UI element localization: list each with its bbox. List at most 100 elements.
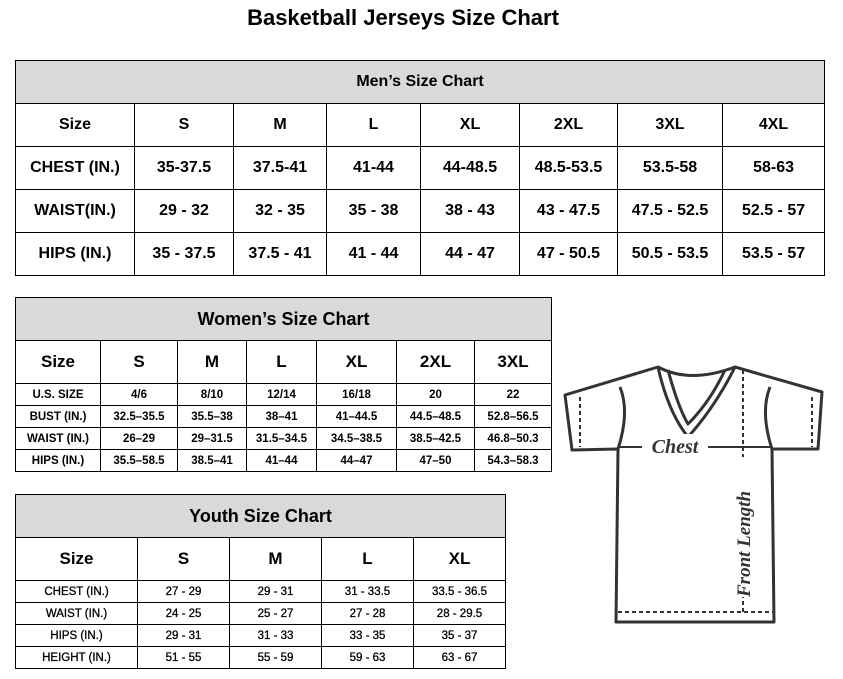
table-cell: 58-63 xyxy=(721,146,826,190)
table-cell: 25 - 27 xyxy=(229,602,322,625)
table-row: BUST (IN.) 32.5–35.5 35.5–38 38–41 41–44.5 44… xyxy=(15,405,553,428)
table-cell: 54.3–58.3 xyxy=(473,449,553,472)
table-row: HIPS (IN.) 29 - 31 31 - 33 33 - 35 35 - 37 xyxy=(15,624,507,647)
table-cell: 41 - 44 xyxy=(326,232,421,276)
row-label: U.S. SIZE xyxy=(15,383,101,406)
table-cell: 27 - 29 xyxy=(137,580,230,603)
table-cell: L xyxy=(326,103,421,147)
row-label: WAIST (IN.) xyxy=(15,427,101,450)
table-row: WAIST(IN.) 29 - 32 32 - 35 35 - 38 38 - 43 43… xyxy=(15,189,826,233)
table-cell: 48.5-53.5 xyxy=(519,146,618,190)
table-cell: 35 - 37 xyxy=(412,624,507,647)
row-label: HIPS (IN.) xyxy=(15,624,138,647)
table-cell: 29–31.5 xyxy=(177,427,247,450)
table-cell: L xyxy=(321,537,414,581)
table-cell: S xyxy=(137,537,230,581)
youth-table-title: Youth Size Chart xyxy=(14,494,507,538)
table-cell: XL xyxy=(412,537,507,581)
table-cell: 4/6 xyxy=(100,383,178,406)
table-row: U.S. SIZE 4/6 8/10 12/14 16/18 20 22 xyxy=(15,383,553,406)
table-cell: M xyxy=(177,340,247,384)
table-cell: 41-44 xyxy=(326,146,421,190)
table-cell: M xyxy=(229,537,322,581)
row-label: Size xyxy=(15,103,135,147)
table-cell: 24 - 25 xyxy=(137,602,230,625)
table-cell: 44 - 47 xyxy=(420,232,520,276)
table-cell: XL xyxy=(420,103,520,147)
chest-label: Chest xyxy=(652,436,700,458)
header-row: Size S M L XL xyxy=(15,537,507,581)
header-row: Size S M L XL 2XL 3XL xyxy=(15,340,553,384)
table-cell: 35-37.5 xyxy=(134,146,234,190)
row-label: CHEST (IN.) xyxy=(15,146,135,190)
table-cell: 41–44 xyxy=(246,449,317,472)
table-cell: 4XL xyxy=(721,103,826,147)
shirt-outline xyxy=(563,365,824,624)
table-cell: 35.5–38 xyxy=(177,405,247,428)
table-cell: 59 - 63 xyxy=(321,646,414,669)
table-row: WAIST (IN.) 26–29 29–31.5 31.5–34.5 34.5–38.… xyxy=(15,427,553,450)
table-cell: 27 - 28 xyxy=(321,602,414,625)
table-cell: 37.5-41 xyxy=(233,146,327,190)
table-cell: S xyxy=(134,103,234,147)
table-cell: XL xyxy=(316,340,397,384)
table-row: CHEST (IN.) 27 - 29 29 - 31 31 - 33.5 33.5 -… xyxy=(15,580,507,603)
table-cell: 44.5–48.5 xyxy=(396,405,475,428)
table-cell: 52.8–56.5 xyxy=(473,405,553,428)
table-cell: 41–44.5 xyxy=(316,405,397,428)
table-cell: 47 - 50.5 xyxy=(519,232,618,276)
row-label: Size xyxy=(15,537,138,581)
table-cell: 34.5–38.5 xyxy=(316,427,397,450)
jersey-diagram: Chest Front Length xyxy=(563,365,824,624)
table-row: HEIGHT (IN.) 51 - 55 55 - 59 59 - 63 63 - 67 xyxy=(15,646,507,669)
table-cell: 31 - 33 xyxy=(229,624,322,647)
table-cell: 2XL xyxy=(396,340,475,384)
row-label: CHEST (IN.) xyxy=(15,580,138,603)
row-label: HEIGHT (IN.) xyxy=(15,646,138,669)
table-cell: 29 - 31 xyxy=(137,624,230,647)
table-cell: M xyxy=(233,103,327,147)
row-label: HIPS (IN.) xyxy=(15,232,135,276)
table-cell: 28 - 29.5 xyxy=(412,602,507,625)
table-row: CHEST (IN.) 35-37.5 37.5-41 41-44 44-48.5 48.… xyxy=(15,146,826,190)
table-cell: 20 xyxy=(396,383,475,406)
table-cell: 33.5 - 36.5 xyxy=(412,580,507,603)
table-cell: 51 - 55 xyxy=(137,646,230,669)
row-label: WAIST(IN.) xyxy=(15,189,135,233)
table-cell: 38.5–42.5 xyxy=(396,427,475,450)
table-cell: 29 - 31 xyxy=(229,580,322,603)
front-length-label: Front Length xyxy=(734,491,755,598)
table-cell: 47.5 - 52.5 xyxy=(617,189,723,233)
youth-size-table: Youth Size Chart Size S M L XL CHEST (IN.) 27 … xyxy=(14,494,507,669)
table-cell: 35 - 37.5 xyxy=(134,232,234,276)
table-cell: 38 - 43 xyxy=(420,189,520,233)
page-title: Basketball Jerseys Size Chart xyxy=(247,5,559,30)
row-label: Size xyxy=(15,340,101,384)
table-cell: 8/10 xyxy=(177,383,247,406)
table-cell: 46.8–50.3 xyxy=(473,427,553,450)
table-cell: 32.5–35.5 xyxy=(100,405,178,428)
table-cell: 50.5 - 53.5 xyxy=(617,232,723,276)
table-cell: 16/18 xyxy=(316,383,397,406)
table-cell: 37.5 - 41 xyxy=(233,232,327,276)
table-cell: 26–29 xyxy=(100,427,178,450)
table-cell: L xyxy=(246,340,317,384)
table-cell: 63 - 67 xyxy=(412,646,507,669)
header-row: Size S M L XL 2XL 3XL 4XL xyxy=(15,103,826,147)
row-label: WAIST (IN.) xyxy=(15,602,138,625)
row-label: BUST (IN.) xyxy=(15,405,101,428)
table-cell: 44–47 xyxy=(316,449,397,472)
table-cell: 33 - 35 xyxy=(321,624,414,647)
table-cell: 38–41 xyxy=(246,405,317,428)
table-cell: 43 - 47.5 xyxy=(519,189,618,233)
row-label: HIPS (IN.) xyxy=(15,449,101,472)
mens-size-table: Men’s Size Chart Size S M L XL 2XL 3XL 4XL CHEST… xyxy=(14,60,826,276)
table-cell: 3XL xyxy=(617,103,723,147)
table-cell: 38.5–41 xyxy=(177,449,247,472)
table-row: WAIST (IN.) 24 - 25 25 - 27 27 - 28 28 - 29.… xyxy=(15,602,507,625)
mens-table-title: Men’s Size Chart xyxy=(14,60,826,104)
table-cell: 35 - 38 xyxy=(326,189,421,233)
table-cell: 55 - 59 xyxy=(229,646,322,669)
table-cell: 47–50 xyxy=(396,449,475,472)
table-row: HIPS (IN.) 35.5–58.5 38.5–41 41–44 44–47 47–5… xyxy=(15,449,553,472)
